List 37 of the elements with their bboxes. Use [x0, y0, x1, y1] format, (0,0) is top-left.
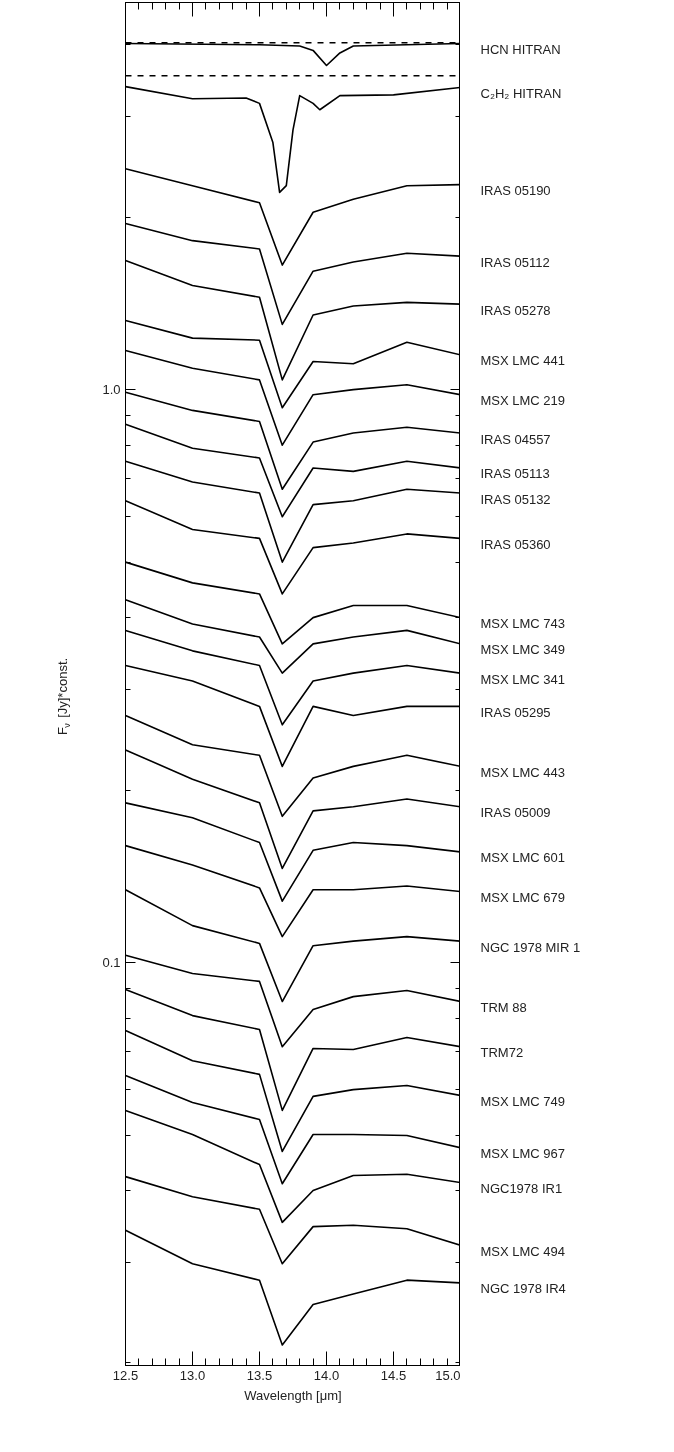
series-label: IRAS 05009 [480, 805, 551, 821]
series-label: IRAS 05295 [480, 704, 551, 720]
series-label: IRAS 05112 [480, 254, 550, 270]
y-axis-title: Fν [Jy]*const. [55, 657, 72, 735]
x-axis-title: Wavelength [μm] [244, 1387, 342, 1403]
series-label: IRAS 05278 [480, 302, 551, 318]
series-label: MSX LMC 441 [480, 353, 566, 369]
x-tick-label: 13.5 [246, 1367, 273, 1383]
series-label: MSX LMC 349 [480, 642, 566, 658]
y-tick-label: 0.1 [102, 955, 121, 971]
series-label: MSX LMC 601 [480, 850, 566, 866]
series-label: MSX LMC 443 [480, 764, 566, 780]
legend-label: IRAS 04557 [480, 431, 551, 447]
series-label: MSX LMC 749 [480, 1094, 566, 1110]
legend-label: IRAS 05113 [480, 466, 550, 482]
legend-label: TRM72 [480, 1045, 524, 1061]
x-tick-label: 12.5 [112, 1367, 139, 1383]
legend-label: MSX LMC 743 [480, 616, 566, 632]
series-label: MSX LMC 967 [480, 1146, 566, 1162]
series-label: MSX LMC 219 [480, 393, 566, 409]
x-tick-label: 15.0 [435, 1367, 461, 1383]
series-label: NGC 1978 IR4 [480, 1281, 566, 1297]
x-tick-label: 13.0 [179, 1367, 206, 1383]
series-label: IRAS 05190 [480, 183, 551, 199]
legend-label: HCN HITRAN [480, 41, 561, 57]
series-label: IRAS 05360 [480, 536, 551, 552]
x-tick-label: 14.5 [380, 1367, 407, 1383]
y-tick-label: 1.0 [102, 382, 121, 398]
series-label: MSX LMC 341 [480, 671, 566, 687]
legend-label: NGC1978 IR1 [480, 1181, 563, 1197]
series-label: NGC 1978 MIR 1 [480, 939, 581, 955]
series-label: C₂H₂ HITRAN [480, 85, 562, 101]
series-label: MSX LMC 494 [480, 1243, 566, 1259]
series-label: TRM 88 [480, 1000, 527, 1016]
series-label: MSX LMC 679 [480, 890, 566, 906]
x-tick-label: 14.0 [313, 1367, 340, 1383]
series-label: IRAS 05132 [480, 491, 551, 507]
